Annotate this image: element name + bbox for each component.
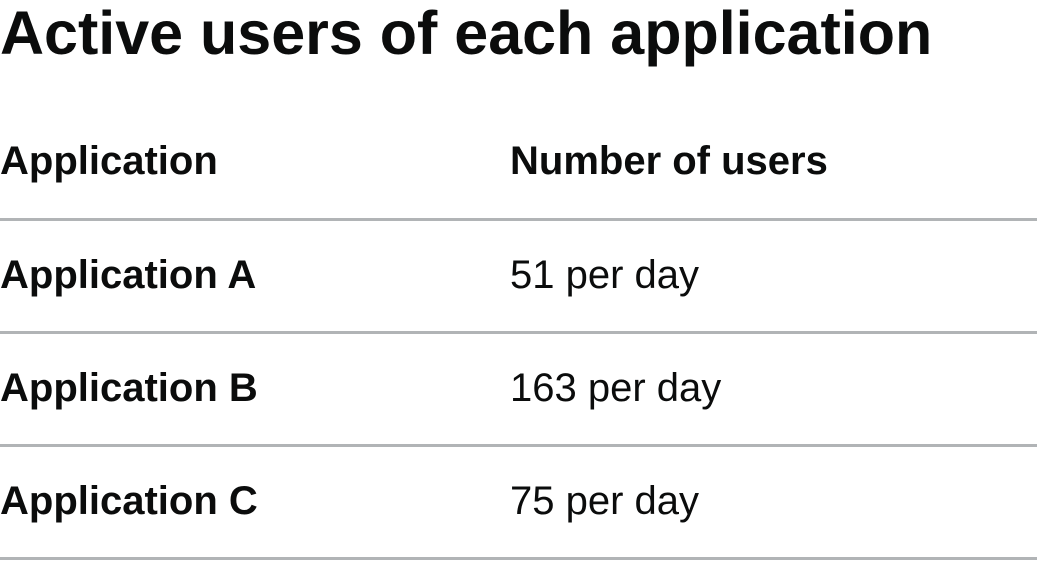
row-users-value: 51 per day [510,219,1037,334]
header-application: Application [0,106,510,221]
table-body: Application A 51 per day Application B 1… [0,219,1037,560]
table-row: Application B 163 per day [0,332,1037,447]
row-users-value: 75 per day [510,445,1037,560]
header-row: Application Number of users [0,106,1037,221]
users-table: Application Number of users Application … [0,106,1037,560]
row-application-name: Application C [0,445,510,560]
row-application-name: Application A [0,219,510,334]
header-number-of-users: Number of users [510,106,1037,221]
table-header: Application Number of users [0,106,1037,221]
page-title: Active users of each application [0,0,933,67]
table-row: Application A 51 per day [0,219,1037,334]
table-row: Application C 75 per day [0,445,1037,560]
row-application-name: Application B [0,332,510,447]
row-users-value: 163 per day [510,332,1037,447]
